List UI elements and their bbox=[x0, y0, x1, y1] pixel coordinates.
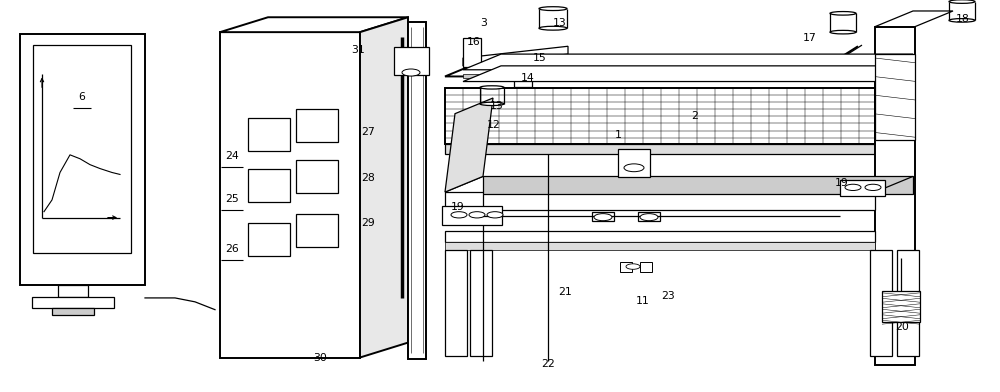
Polygon shape bbox=[445, 192, 875, 210]
Ellipse shape bbox=[830, 30, 856, 34]
Text: 16: 16 bbox=[467, 37, 481, 47]
Bar bbox=[875, 27, 915, 365]
Bar bbox=[514, 78, 532, 87]
Text: 1: 1 bbox=[615, 130, 621, 140]
Ellipse shape bbox=[480, 102, 504, 105]
Bar bbox=[296, 109, 338, 142]
Polygon shape bbox=[445, 144, 875, 154]
Bar bbox=[826, 61, 844, 71]
Bar bbox=[20, 34, 145, 285]
Text: 18: 18 bbox=[956, 14, 970, 24]
Bar bbox=[58, 285, 88, 297]
Circle shape bbox=[594, 214, 612, 221]
Bar bbox=[248, 223, 290, 256]
Polygon shape bbox=[875, 11, 953, 27]
Bar bbox=[248, 169, 290, 202]
Text: 30: 30 bbox=[313, 352, 327, 363]
Ellipse shape bbox=[949, 18, 975, 22]
Bar bbox=[296, 214, 338, 247]
Text: 24: 24 bbox=[225, 151, 239, 161]
Polygon shape bbox=[445, 88, 875, 100]
Ellipse shape bbox=[480, 86, 504, 89]
Text: 21: 21 bbox=[558, 287, 572, 297]
Bar bbox=[470, 250, 492, 356]
Bar bbox=[394, 47, 429, 75]
Bar bbox=[618, 149, 650, 177]
Circle shape bbox=[469, 212, 485, 218]
Circle shape bbox=[865, 184, 881, 191]
Circle shape bbox=[845, 184, 861, 191]
Circle shape bbox=[624, 164, 644, 172]
Bar bbox=[248, 118, 290, 151]
Bar bbox=[445, 250, 467, 356]
Bar bbox=[897, 250, 919, 356]
Bar bbox=[408, 22, 426, 359]
Ellipse shape bbox=[539, 7, 567, 11]
Text: 25: 25 bbox=[225, 194, 239, 204]
Bar bbox=[33, 45, 131, 253]
Bar bbox=[592, 212, 614, 221]
Polygon shape bbox=[463, 74, 875, 78]
Ellipse shape bbox=[539, 26, 567, 30]
Bar bbox=[882, 291, 920, 322]
Text: 27: 27 bbox=[361, 127, 375, 138]
Ellipse shape bbox=[949, 0, 975, 4]
Polygon shape bbox=[445, 242, 875, 250]
Bar bbox=[220, 32, 360, 358]
Bar bbox=[620, 262, 632, 272]
Ellipse shape bbox=[830, 11, 856, 15]
Bar bbox=[32, 297, 114, 308]
Text: 14: 14 bbox=[521, 73, 535, 83]
Bar bbox=[640, 262, 652, 272]
Polygon shape bbox=[360, 17, 408, 358]
Bar bbox=[296, 160, 338, 193]
Circle shape bbox=[451, 212, 467, 218]
Polygon shape bbox=[483, 176, 913, 194]
Text: 31: 31 bbox=[351, 45, 365, 55]
Text: 19: 19 bbox=[835, 178, 849, 189]
Polygon shape bbox=[220, 17, 408, 32]
Polygon shape bbox=[445, 231, 875, 242]
Text: 29: 29 bbox=[361, 218, 375, 228]
Text: 20: 20 bbox=[895, 322, 909, 332]
Bar bbox=[875, 54, 915, 140]
Text: 11: 11 bbox=[636, 296, 650, 306]
Polygon shape bbox=[463, 46, 568, 66]
Bar bbox=[463, 38, 481, 67]
Polygon shape bbox=[445, 98, 493, 192]
Bar bbox=[638, 212, 660, 221]
Text: 26: 26 bbox=[225, 244, 239, 254]
Circle shape bbox=[487, 212, 503, 218]
Text: 15: 15 bbox=[533, 53, 547, 63]
Bar bbox=[52, 308, 94, 315]
Text: 6: 6 bbox=[79, 92, 85, 102]
Polygon shape bbox=[445, 88, 875, 144]
Polygon shape bbox=[463, 54, 913, 70]
Text: 13: 13 bbox=[553, 18, 567, 28]
Bar bbox=[870, 250, 892, 356]
Text: 17: 17 bbox=[803, 33, 817, 44]
Bar bbox=[840, 180, 885, 196]
Text: 2: 2 bbox=[692, 111, 698, 121]
Polygon shape bbox=[445, 61, 913, 76]
Bar bbox=[442, 206, 502, 225]
Text: 19: 19 bbox=[451, 202, 465, 212]
Circle shape bbox=[626, 264, 640, 269]
Text: 23: 23 bbox=[661, 291, 675, 301]
Circle shape bbox=[402, 69, 420, 76]
Circle shape bbox=[640, 214, 658, 221]
Text: 12: 12 bbox=[487, 120, 501, 130]
Text: 28: 28 bbox=[361, 173, 375, 183]
Text: 3: 3 bbox=[481, 18, 487, 28]
Text: 22: 22 bbox=[541, 359, 555, 369]
Text: 13: 13 bbox=[490, 101, 504, 111]
Polygon shape bbox=[463, 66, 913, 82]
